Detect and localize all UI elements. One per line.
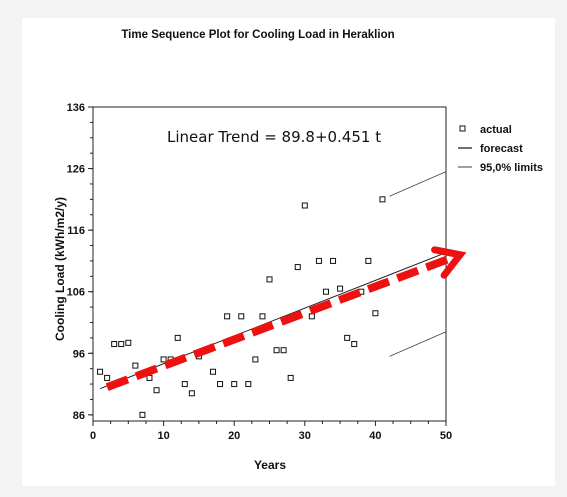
trend-arrow-head [431, 246, 467, 279]
data-point [224, 313, 231, 320]
data-point [337, 285, 344, 292]
data-point [174, 334, 181, 341]
data-point [330, 257, 337, 264]
data-point [104, 374, 111, 381]
data-point [344, 334, 351, 341]
data-point [160, 356, 167, 363]
data-point [181, 381, 188, 388]
legend-label: forecast [480, 143, 523, 155]
data-point [351, 341, 358, 348]
data-point [188, 390, 195, 397]
data-point [372, 310, 379, 317]
data-point [294, 264, 301, 271]
y-tick-label: 106 [67, 287, 85, 299]
data-point [111, 341, 118, 348]
limit-line-lower [389, 331, 447, 357]
x-tick-label: 40 [369, 430, 381, 442]
x-axis-label: Years [254, 458, 286, 472]
legend: actual forecast 95,0% limits [458, 124, 543, 174]
legend-marker-square [459, 125, 466, 132]
x-tick-label: 20 [228, 430, 240, 442]
data-point [315, 257, 322, 264]
y-axis-label: Cooling Load (kWh/m2/y) [53, 197, 67, 341]
plot-area: 0 10 20 30 40 50 86 96 106 116 126 136 [67, 102, 467, 442]
data-point [245, 381, 252, 388]
x-tick-label: 0 [90, 430, 96, 442]
data-point [280, 347, 287, 354]
trend-arrow-shaft [105, 255, 451, 391]
data-point [217, 381, 224, 388]
data-point [259, 313, 266, 320]
legend-label: actual [480, 124, 512, 136]
x-tick-label: 50 [440, 430, 452, 442]
limit-line-upper [389, 171, 447, 197]
data-point [132, 362, 139, 369]
data-point [231, 381, 238, 388]
data-point [125, 339, 132, 346]
data-point [287, 374, 294, 381]
data-point [365, 257, 372, 264]
data-point [118, 341, 125, 348]
time-sequence-chart: Time Sequence Plot for Cooling Load in H… [53, 29, 543, 472]
data-point [301, 202, 308, 209]
x-tick-label: 10 [157, 430, 169, 442]
chart-frame: Time Sequence Plot for Cooling Load in H… [22, 18, 555, 486]
y-tick-label: 116 [67, 225, 85, 237]
data-point [238, 313, 245, 320]
y-tick-label: 86 [73, 410, 85, 422]
forecast-line [99, 252, 447, 390]
data-point [273, 347, 280, 354]
data-point [139, 411, 146, 418]
y-tick-label: 96 [73, 348, 85, 360]
data-point [266, 276, 273, 283]
trend-annotation: Linear Trend = 89.8+0.451 t [167, 128, 381, 146]
data-point [97, 368, 104, 375]
y-tick-label: 126 [67, 164, 85, 176]
legend-label: 95,0% limits [480, 162, 543, 174]
data-point [322, 288, 329, 295]
data-point [379, 196, 386, 203]
chart-title: Time Sequence Plot for Cooling Load in H… [121, 29, 394, 41]
y-tick-label: 136 [67, 102, 85, 114]
data-point [210, 368, 217, 375]
data-point [252, 356, 259, 363]
x-tick-label: 30 [299, 430, 311, 442]
data-point [153, 387, 160, 394]
